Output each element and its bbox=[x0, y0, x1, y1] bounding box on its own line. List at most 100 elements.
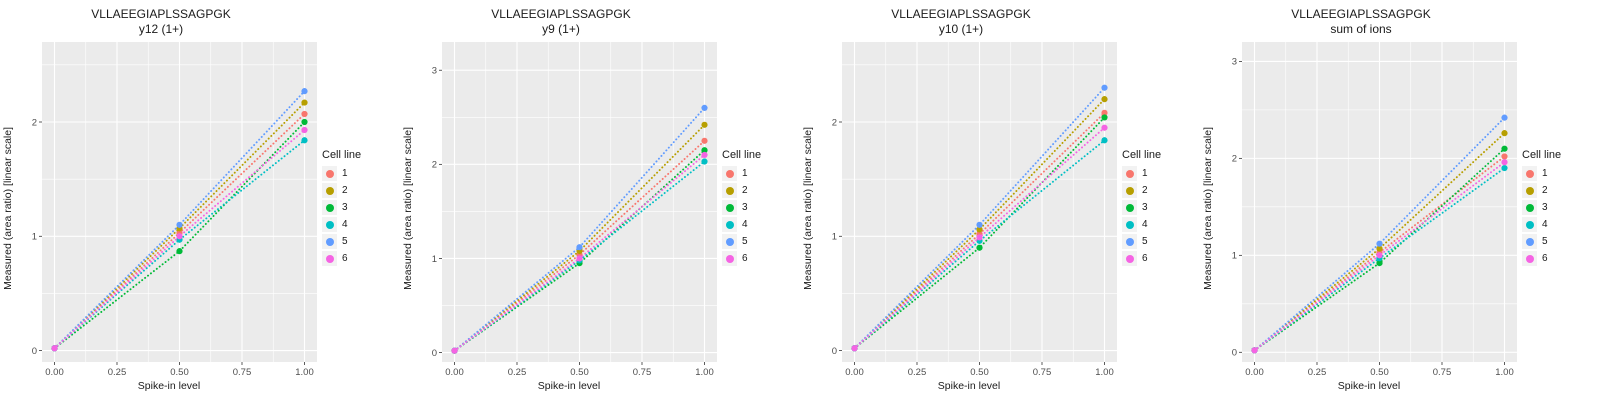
legend-dot-icon bbox=[325, 220, 334, 229]
data-point bbox=[301, 137, 308, 144]
data-point bbox=[701, 147, 708, 154]
x-tick-label: 1.00 bbox=[295, 367, 314, 378]
legend-dot-icon bbox=[325, 203, 334, 212]
legend-dot-icon bbox=[1525, 186, 1534, 195]
legend-item-5: 5 bbox=[1122, 234, 1200, 249]
y-axis-label: Measured (area ratio) [linear scale] bbox=[1202, 126, 1214, 290]
panel-titles: VLLAEEGIAPLSSAGPGK sum of ions bbox=[1200, 0, 1522, 37]
chart-panel-y10: VLLAEEGIAPLSSAGPGK y10 (1+) Measured (ar… bbox=[800, 0, 1200, 400]
legend-item-3: 3 bbox=[322, 200, 400, 215]
chart-title: VLLAEEGIAPLSSAGPGK bbox=[1291, 7, 1431, 21]
legend-dot-icon bbox=[1525, 220, 1534, 229]
x-tick-label: 0.25 bbox=[908, 367, 927, 378]
y-tick-label: 0 bbox=[1232, 348, 1237, 359]
data-point bbox=[1101, 137, 1108, 144]
x-tick-label: 0.25 bbox=[508, 367, 527, 378]
legend-label: 2 bbox=[1542, 185, 1548, 196]
legend-key bbox=[722, 251, 737, 266]
chart-subtitle: y9 (1+) bbox=[542, 22, 580, 36]
legend-key bbox=[1522, 234, 1537, 249]
legend-label: 4 bbox=[742, 219, 748, 230]
panel-titles: VLLAEEGIAPLSSAGPGK y9 (1+) bbox=[400, 0, 722, 37]
legend-label: 3 bbox=[742, 202, 748, 213]
y-tick-label: 2 bbox=[432, 160, 437, 171]
legend-key bbox=[322, 217, 337, 232]
plot-row: Measured (area ratio) [linear scale] 0.0… bbox=[1200, 37, 1600, 379]
x-tick-label: 0.75 bbox=[633, 367, 652, 378]
legend-key bbox=[722, 200, 737, 215]
data-point bbox=[976, 234, 983, 241]
data-point bbox=[301, 118, 308, 126]
series-line-1 bbox=[453, 139, 706, 352]
x-tick-label: 0.00 bbox=[45, 367, 64, 378]
chart-panel-sum-of-ions: VLLAEEGIAPLSSAGPGK sum of ions Measured … bbox=[1200, 0, 1600, 400]
legend-label: 6 bbox=[342, 253, 348, 264]
legend-label: 1 bbox=[1142, 168, 1148, 179]
legend-label: 1 bbox=[342, 168, 348, 179]
legend-label: 4 bbox=[1142, 219, 1148, 230]
x-tick-label: 0.75 bbox=[233, 367, 252, 378]
legend-item-5: 5 bbox=[1522, 234, 1600, 249]
legend-dot-icon bbox=[725, 169, 734, 178]
legend-item-1: 1 bbox=[1522, 166, 1600, 181]
plot-area: 0.00 0.25 0.50 0.75 1.00 0 1 2 3 bbox=[432, 42, 717, 378]
data-point bbox=[451, 347, 458, 354]
data-point bbox=[1101, 124, 1108, 131]
series-line-5 bbox=[53, 90, 306, 350]
x-tick-label: 0.75 bbox=[1433, 367, 1452, 378]
data-point bbox=[176, 248, 183, 255]
legend-item-6: 6 bbox=[322, 251, 400, 266]
chart-title: VLLAEEGIAPLSSAGPGK bbox=[91, 7, 231, 21]
legend-key bbox=[722, 234, 737, 249]
legend-item-6: 6 bbox=[1122, 251, 1200, 266]
legend-key bbox=[322, 200, 337, 215]
data-point bbox=[1101, 109, 1108, 116]
y-axis-label: Measured (area ratio) [linear scale] bbox=[802, 126, 814, 290]
y-tick-label: 0 bbox=[32, 346, 37, 357]
legend-label: 6 bbox=[1142, 253, 1148, 264]
x-tick-label: 0.75 bbox=[1033, 367, 1052, 378]
data-point bbox=[51, 345, 58, 352]
data-point bbox=[301, 99, 308, 106]
legend: Cell line 1 2 3 4 5 6 bbox=[322, 37, 400, 379]
legend: Cell line 1 2 3 4 5 6 bbox=[1122, 37, 1200, 379]
legend-key bbox=[1122, 217, 1137, 232]
plot-row: Measured (area ratio) [linear scale] 0.0… bbox=[800, 37, 1200, 379]
legend-key bbox=[1122, 183, 1137, 198]
legend-label: 1 bbox=[1542, 168, 1548, 179]
legend-dot-icon bbox=[325, 169, 334, 178]
y-axis-label: Measured (area ratio) [linear scale] bbox=[402, 126, 414, 290]
legend-label: 5 bbox=[1142, 236, 1148, 247]
data-point bbox=[301, 88, 308, 95]
legend-item-1: 1 bbox=[722, 166, 800, 181]
legend-item-4: 4 bbox=[1122, 217, 1200, 232]
series-line-2 bbox=[853, 98, 1106, 350]
y-tick-label: 1 bbox=[1232, 251, 1237, 262]
legend-dot-icon bbox=[1125, 254, 1134, 263]
legend-dot-icon bbox=[325, 237, 334, 246]
legend-dot-icon bbox=[1125, 220, 1134, 229]
legend-dot-icon bbox=[725, 220, 734, 229]
legend-dot-icon bbox=[1525, 237, 1534, 246]
data-point bbox=[701, 158, 708, 165]
data-point bbox=[1376, 240, 1383, 247]
legend-key bbox=[1522, 166, 1537, 181]
series-line-3 bbox=[853, 116, 1106, 350]
legend-key bbox=[322, 166, 337, 181]
legend-dot-icon bbox=[1525, 254, 1534, 263]
data-point bbox=[1376, 245, 1383, 252]
legend-item-4: 4 bbox=[722, 217, 800, 232]
data-point bbox=[176, 233, 183, 240]
legend-dot-icon bbox=[725, 186, 734, 195]
legend-label: 6 bbox=[1542, 253, 1548, 264]
x-tick-label: 0.00 bbox=[1245, 367, 1264, 378]
x-tick-label: 1.00 bbox=[1495, 367, 1514, 378]
legend-key bbox=[1122, 251, 1137, 266]
legend-key bbox=[322, 183, 337, 198]
plot-area: 0.00 0.25 0.50 0.75 1.00 0 1 2 bbox=[832, 42, 1117, 378]
y-tick-label: 2 bbox=[1232, 154, 1237, 165]
data-point bbox=[1251, 347, 1258, 354]
plot-row: Measured (area ratio) [linear scale] 0.0… bbox=[400, 37, 800, 379]
x-tick-label: 1.00 bbox=[695, 367, 714, 378]
